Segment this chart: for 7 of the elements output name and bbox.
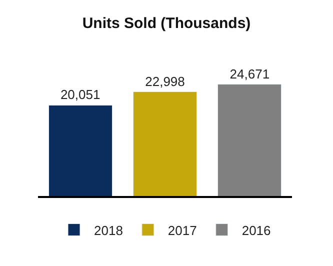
data-label: 20,051 <box>60 87 100 102</box>
legend-label: 2017 <box>168 222 197 238</box>
data-label: 22,998 <box>145 74 185 89</box>
legend-label: 2016 <box>242 222 271 238</box>
chart-title: Units Sold (Thousands) <box>82 14 251 32</box>
legend-label: 2018 <box>94 222 123 238</box>
data-label: 24,671 <box>230 66 270 82</box>
